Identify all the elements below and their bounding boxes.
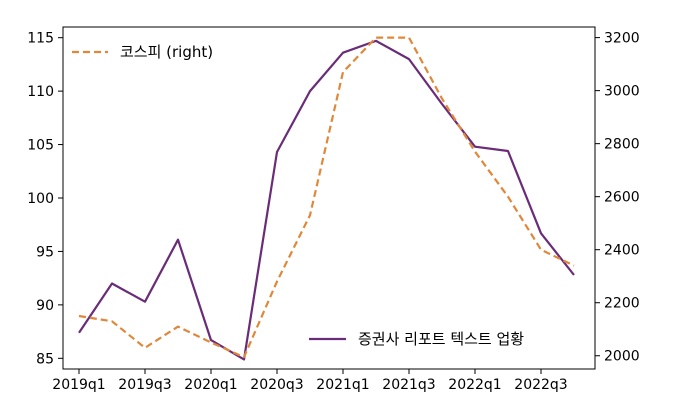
series-line-kospi	[78, 36, 575, 359]
legend-kospi: 코스피 (right)	[72, 43, 213, 61]
y-right-tick-label: 3200	[604, 31, 640, 47]
y-right-tick-label: 2200	[604, 296, 640, 312]
x-tick-label: 2021q3	[382, 377, 435, 393]
x-tick-label: 2021q1	[316, 377, 369, 393]
plot-area	[62, 26, 596, 370]
y-left-tick-label: 90	[36, 298, 54, 314]
y-right-tick-label: 2000	[604, 349, 640, 365]
y-axis-right: 2000 2200 2400 2600 2800 3000 3200	[595, 31, 640, 365]
y-left-tick-label: 105	[27, 138, 54, 154]
y-left-tick-label: 100	[27, 191, 54, 207]
y-right-tick-label: 2400	[604, 243, 640, 259]
x-axis: 2019q1 2019q3 2020q1 2020q3 2021q1 2021q3 2022…	[52, 369, 568, 393]
series-lines	[78, 36, 575, 361]
x-tick-label: 2020q3	[250, 377, 303, 393]
x-tick-label: 2020q1	[184, 377, 237, 393]
x-tick-label: 2019q1	[52, 377, 105, 393]
y-right-tick-label: 2600	[604, 190, 640, 206]
legend-report-label: 증권사 리포트 텍스트 업황	[358, 330, 524, 348]
y-right-tick-label: 2800	[604, 137, 640, 153]
y-left-tick-label: 110	[27, 84, 54, 100]
y-left-tick-label: 85	[36, 351, 54, 367]
x-tick-label: 2022q1	[448, 377, 501, 393]
y-right-tick-label: 3000	[604, 84, 640, 100]
y-axis-left: 85 90 95 100 105 110 115	[27, 31, 63, 367]
y-left-tick-label: 95	[36, 244, 54, 260]
x-tick-label: 2022q3	[514, 377, 567, 393]
legend-kospi-label: 코스피 (right)	[120, 43, 213, 61]
y-left-tick-label: 115	[27, 31, 54, 47]
x-tick-label: 2019q3	[118, 377, 171, 393]
legend-report: 증권사 리포트 텍스트 업황	[309, 330, 524, 348]
series-line-report	[78, 39, 575, 361]
